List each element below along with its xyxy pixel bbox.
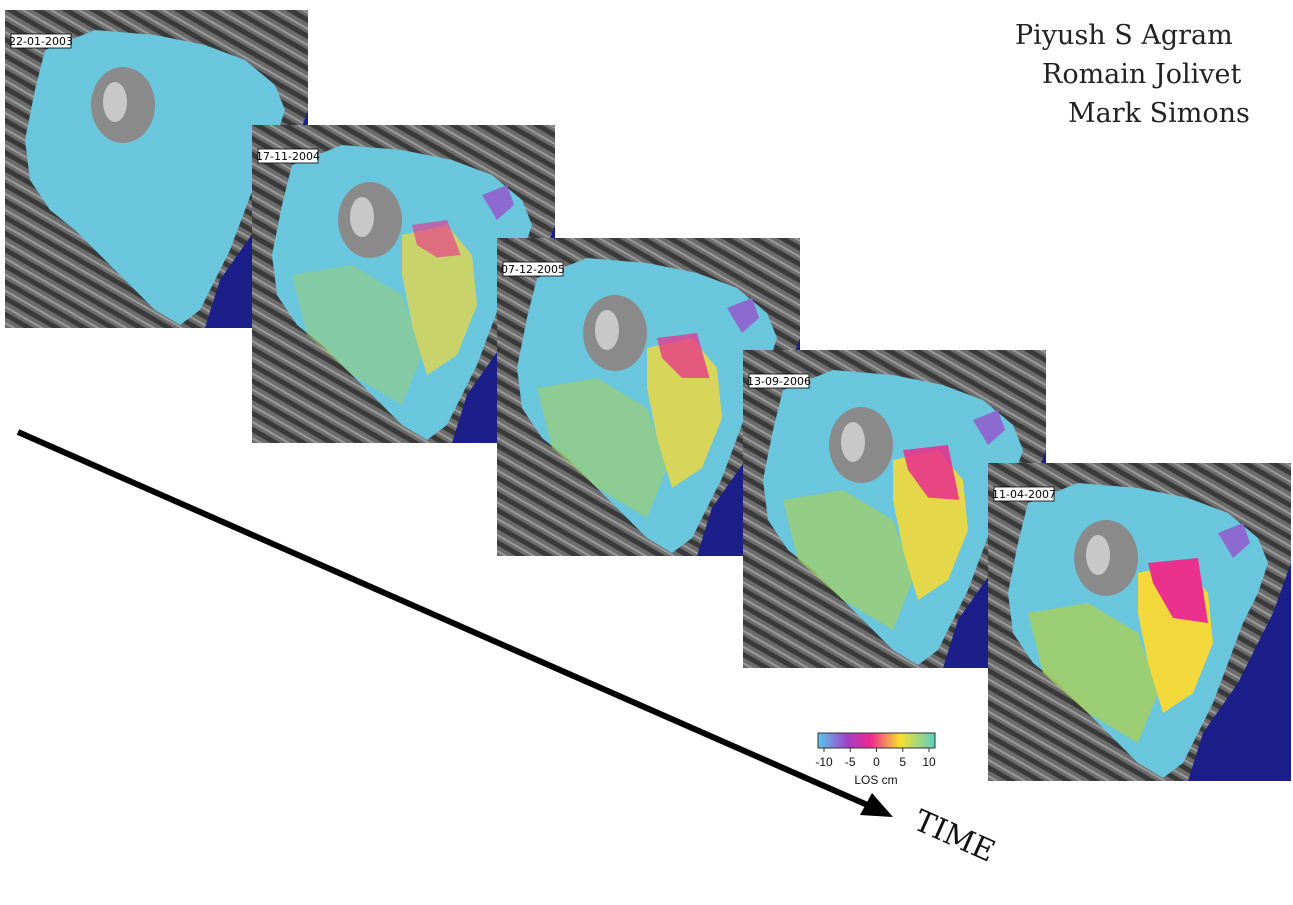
colorbar-label: LOS cm <box>854 773 897 787</box>
author: Piyush S Agram <box>1015 20 1233 51</box>
summit <box>595 310 619 350</box>
colorbar-tick-label: -5 <box>845 755 856 769</box>
colorbar-ticks: -10 -5 0 5 10 <box>815 748 936 769</box>
date-label: 11-04-2007 <box>992 488 1056 501</box>
author: Romain Jolivet <box>1042 59 1241 90</box>
insar-panel: 11-04-2007 <box>988 463 1291 781</box>
colorbar-tick-label: 5 <box>899 755 906 769</box>
summit <box>350 197 374 237</box>
date-label: 07-12-2005 <box>501 263 565 276</box>
colorbar <box>818 733 935 748</box>
date-label: 13-09-2006 <box>747 375 811 388</box>
figure: 22-01-2003 17-11-2004 07-12-2005 13-09-2006… <box>0 0 1293 905</box>
date-label: 17-11-2004 <box>256 150 320 163</box>
colorbar-tick-label: -10 <box>815 755 833 769</box>
author: Mark Simons <box>1068 98 1250 129</box>
summit <box>1086 535 1110 575</box>
summit <box>103 82 127 122</box>
time-label: TIME <box>909 803 1000 869</box>
date-label: 22-01-2003 <box>9 35 73 48</box>
colorbar-tick-label: 10 <box>922 755 936 769</box>
summit <box>841 422 865 462</box>
colorbar-tick-label: 0 <box>873 755 880 769</box>
